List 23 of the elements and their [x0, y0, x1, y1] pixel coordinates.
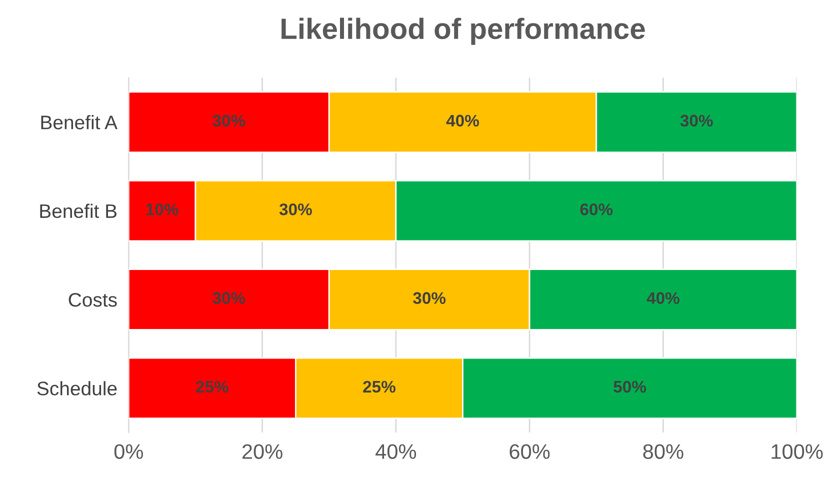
data-label: 30%: [212, 292, 246, 304]
data-label: 30%: [279, 203, 312, 216]
y-tick-label: Costs: [68, 292, 117, 307]
y-tick-label: Benefit A: [41, 115, 118, 130]
data-label: 40%: [446, 114, 479, 127]
y-tick-label: Schedule: [37, 381, 117, 396]
data-label: 60%: [580, 203, 613, 216]
y-tick-label: Benefit B: [40, 204, 117, 218]
data-label: 50%: [614, 380, 646, 393]
chart-title: Likelihood of performance: [282, 18, 645, 45]
x-tick-label: 40%: [376, 444, 416, 459]
x-tick-label: 80%: [643, 444, 684, 459]
data-label: 30%: [680, 114, 713, 127]
data-label: 30%: [413, 292, 446, 304]
data-label: 40%: [646, 292, 680, 304]
data-label: 10%: [146, 203, 178, 216]
x-tick-label: 100%: [772, 444, 823, 459]
data-label: 25%: [196, 380, 228, 393]
x-tick-label: 0%: [114, 444, 143, 459]
x-tick-label: 60%: [510, 444, 550, 459]
data-label: 25%: [363, 380, 396, 393]
data-label: 30%: [212, 114, 246, 127]
x-tick-label: 20%: [242, 444, 282, 459]
